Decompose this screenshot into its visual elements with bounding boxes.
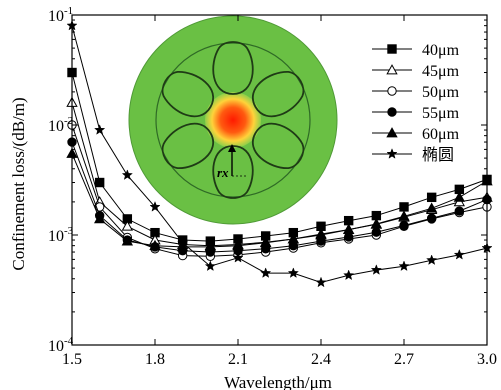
plot-frame [71,14,488,346]
x-tick-label: 1.8 [145,351,165,368]
x-tick-label: 3.0 [477,351,497,368]
data-point [425,202,438,213]
legend-label: 40μm [422,42,460,59]
x-axis-label: Wavelength/μm [224,373,332,390]
legend-item: 50μm [372,84,460,101]
data-point [149,201,161,212]
rx-arrowhead [228,144,236,152]
legend-item: 45μm [372,63,460,80]
legend-marker [386,148,398,159]
legend-marker [387,107,397,117]
data-point [426,254,438,265]
data-point [232,239,244,251]
y-tick-label: 10-3 [48,225,74,245]
data-point [232,251,244,263]
series-5 [66,147,493,252]
data-point [399,202,409,212]
legend-item: 55μm [372,105,460,122]
data-point [94,177,105,188]
y-tick-label: 10-1 [48,5,73,25]
data-point [343,269,355,281]
data-point [121,169,133,180]
data-point [121,220,134,231]
legend-label: 椭圆 [422,146,454,164]
elliptical-tube [252,70,305,118]
series-line [71,25,488,284]
series-line [71,72,488,242]
legend-marker [386,64,398,75]
data-point [426,192,437,203]
legend-label: 55μm [422,105,460,122]
rx-label: rx [217,165,229,180]
fiber-cross-section-inset: rx [128,15,338,225]
data-point [398,210,410,221]
data-point [343,215,354,226]
axes-layer: 1.5 1.8 2.1 2.4 2.7 3.0 10-1 10-2 10-3 10-4 [48,5,497,368]
x-tick-label: 2.4 [311,351,331,368]
legend-item: 60μm [372,126,460,143]
cladding-ring [155,42,311,198]
data-point [398,260,410,272]
elliptical-tube [161,122,214,170]
y-axis-label: Confinement loss/(dB/m) [9,97,28,270]
y-tick-label: 10-4 [48,335,74,355]
elliptical-tube [212,41,254,95]
data-point [177,236,189,248]
data-point [371,227,382,237]
data-point [287,267,299,278]
data-point [204,241,217,252]
data-point [399,220,409,231]
legend-marker [387,86,397,96]
data-point [204,260,216,272]
data-point [453,248,465,260]
data-point [259,236,272,248]
data-point [315,228,327,239]
data-point [260,267,272,278]
x-tick-label: 2.7 [394,351,414,368]
legend-item: 40μm [372,42,460,59]
legend: 40μm 45μm 50μm 55μm 60μm 椭圆 [372,42,460,164]
y-tick-label: 10-2 [48,115,73,135]
data-point [121,235,134,246]
data-point [454,206,465,216]
elliptical-tube [252,122,305,170]
data-point [370,218,383,229]
data-point [343,232,354,242]
data-point [370,264,382,275]
elliptical-tube [161,70,214,118]
data-point [287,233,300,244]
series-6 [66,19,493,288]
data-point [315,276,327,288]
data-point [453,191,466,202]
data-point [93,213,106,224]
x-tick-label: 1.5 [62,351,82,368]
legend-marker [386,127,398,138]
legend-label: 60μm [422,126,460,143]
legend-item: 椭圆 [372,146,454,164]
core-mode-field [205,92,261,148]
x-tick-label: 2.1 [228,351,248,368]
data-point [149,239,161,251]
elliptical-tube [212,145,254,199]
series-line [71,153,488,248]
legend-label: 50μm [422,84,460,101]
data-point [426,213,437,223]
data-point [94,124,106,135]
legend-marker [387,44,397,54]
data-point [342,223,355,234]
legend-label: 45μm [422,63,460,80]
